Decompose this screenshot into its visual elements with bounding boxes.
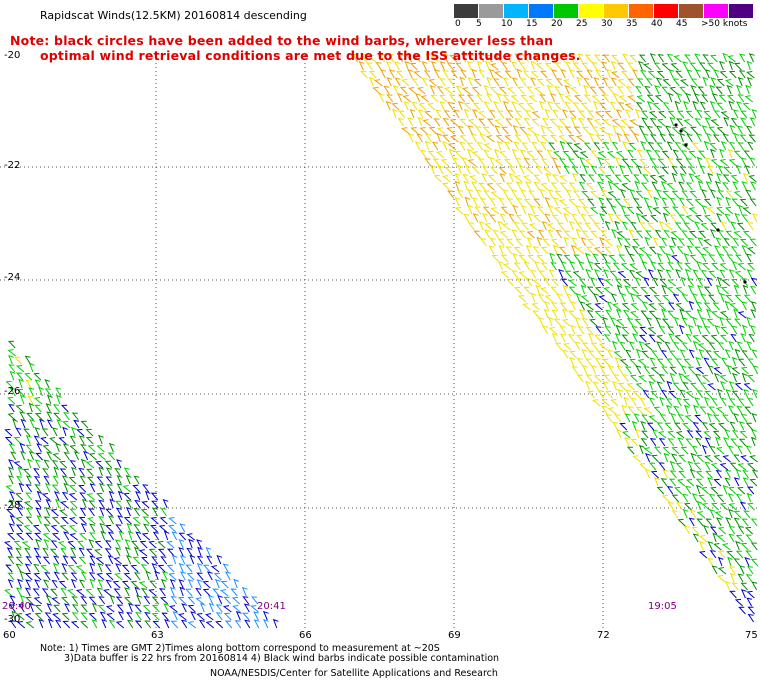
legend-swatch (604, 4, 629, 18)
contamination-dot (743, 280, 747, 284)
legend-label: 0 (455, 19, 461, 29)
legend-swatch (579, 4, 604, 18)
legend-swatch (654, 4, 679, 18)
legend-swatch (629, 4, 654, 18)
legend-swatch (554, 4, 579, 18)
lat-label-28: -28 (4, 500, 21, 511)
legend-swatch (704, 4, 729, 18)
legend-swatch (679, 4, 704, 18)
legend-swatch (479, 4, 504, 18)
footer-note-2: 3)Data buffer is 22 hrs from 20160814 4)… (64, 653, 500, 664)
contamination-dot (679, 129, 683, 133)
map-title: Rapidscat Winds(12.5KM) 20160814 descend… (40, 9, 307, 22)
wind-barbs (3, 52, 759, 629)
pass-time-2: 20:41 (257, 601, 286, 612)
legend-label: 25 (576, 19, 588, 29)
wind-barbs-orange (351, 52, 640, 255)
legend-label: >50 knots (701, 19, 748, 29)
lon-label-75: 75 (745, 630, 758, 641)
legend-label: 35 (626, 19, 638, 29)
legend-swatch (729, 4, 754, 18)
pass-time-1: 20:40 (2, 601, 31, 612)
legend-label: 20 (551, 19, 563, 29)
lon-label-66: 66 (299, 630, 312, 641)
lon-label-69: 69 (448, 630, 461, 641)
legend-swatch (504, 4, 529, 18)
legend-label: 40 (651, 19, 663, 29)
legend-color-bar (454, 4, 754, 18)
lat-label-20: -20 (4, 50, 21, 61)
lat-label-30: -30 (4, 614, 21, 625)
lat-lon-grid (0, 55, 760, 628)
lon-label-72: 72 (597, 630, 610, 641)
lat-label-22: -22 (4, 160, 21, 171)
note-line-2: optimal wind retrieval conditions are me… (40, 48, 581, 63)
wind-barbs-lblue (166, 517, 269, 629)
pass-time-3: 19:05 (648, 601, 677, 612)
speed-legend: 0 5 10 15 20 25 30 35 40 45 >50 knots (454, 4, 754, 32)
lat-label-26: -26 (4, 386, 21, 397)
legend-label: 45 (676, 19, 688, 29)
footer-note-1: Note: 1) Times are GMT 2)Times along bot… (40, 643, 440, 654)
note-line-1: Note: black circles have been added to t… (10, 33, 554, 48)
legend-swatch (454, 4, 479, 18)
wind-barbs-dgreen (7, 53, 758, 629)
wind-barbs-yellow (14, 52, 758, 591)
contamination-circles (674, 123, 747, 284)
legend-swatch (529, 4, 554, 18)
contamination-dot (674, 123, 678, 127)
contamination-dot (716, 228, 720, 232)
legend-label: 5 (476, 19, 482, 29)
lat-label-24: -24 (4, 272, 21, 283)
footer-credit: NOAA/NESDIS/Center for Satellite Applica… (210, 668, 498, 679)
legend-label: 15 (526, 19, 538, 29)
lon-label-60: 60 (3, 630, 16, 641)
legend-labels: 0 5 10 15 20 25 30 35 40 45 >50 knots (454, 18, 754, 32)
legend-label: 30 (601, 19, 613, 29)
wind-barbs-blue (3, 255, 758, 629)
wind-barbs-lgreen (4, 52, 759, 629)
lon-label-63: 63 (151, 630, 164, 641)
contamination-dot (684, 143, 688, 147)
legend-label: 10 (501, 19, 513, 29)
